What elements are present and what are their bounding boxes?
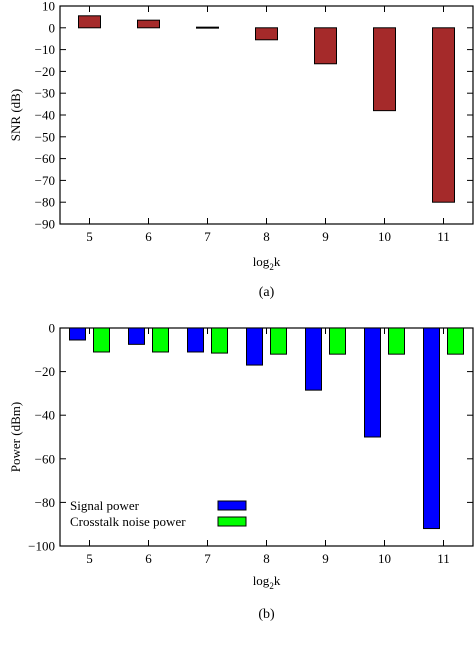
bar-crosstalk-noise-power-5 — [93, 327, 110, 353]
bar-crosstalk-noise-power-6 — [152, 327, 169, 353]
y-tick-label: −10 — [35, 42, 55, 57]
x-axis-label: log2k — [253, 254, 281, 272]
y-tick-label: 0 — [49, 20, 56, 35]
legend-label-signal-power: Signal power — [70, 498, 140, 513]
x-axis-label-variable: k — [274, 573, 281, 588]
y-tick-label: −100 — [28, 539, 55, 554]
x-tick-label: 10 — [378, 551, 391, 566]
legend: Signal power Crosstalk noise power — [70, 498, 247, 529]
x-tick-label: 5 — [86, 551, 93, 566]
x-axis-label-base: log — [253, 573, 270, 588]
x-tick-label: 8 — [263, 551, 270, 566]
y-tick-label: −80 — [35, 195, 55, 210]
x-axis-label-variable: k — [274, 254, 281, 269]
x-axis-ticks: 5 6 7 8 9 10 11 — [86, 6, 450, 244]
bar-signal-power-6 — [128, 327, 145, 345]
bar-11 — [432, 27, 455, 203]
panel-caption: (b) — [258, 607, 275, 622]
bar-crosstalk-noise-power-9 — [329, 327, 346, 355]
bar-signal-power-7 — [187, 327, 204, 353]
x-tick-label: 11 — [437, 551, 450, 566]
x-tick-label: 6 — [145, 551, 152, 566]
y-axis-ticks: 0 −20 −40 −60 −80 −100 — [28, 321, 473, 554]
y-axis-label: SNR (dB) — [8, 89, 23, 141]
y-tick-label: −60 — [35, 151, 55, 166]
x-tick-label: 10 — [378, 229, 391, 244]
y-tick-label: −30 — [35, 86, 55, 101]
bar-8 — [255, 27, 278, 41]
x-tick-label: 5 — [86, 229, 93, 244]
bar-signal-power-8 — [246, 327, 263, 366]
bar-crosstalk-noise-power-8 — [270, 327, 287, 355]
y-axis-ticks: 10 0 −10 −20 −30 −40 −50 −60 −70 −80 −90 — [35, 0, 473, 232]
x-tick-label: 7 — [204, 229, 211, 244]
bar-crosstalk-noise-power-7 — [211, 327, 228, 354]
y-tick-label: 0 — [49, 321, 56, 336]
y-tick-label: −90 — [35, 217, 55, 232]
bar-group — [69, 327, 464, 530]
y-tick-label: −40 — [35, 408, 55, 423]
y-tick-label: 10 — [42, 0, 55, 14]
y-tick-label: −50 — [35, 129, 55, 144]
bar-signal-power-5 — [69, 327, 86, 341]
x-axis-label-subscript: 2 — [269, 262, 274, 272]
x-tick-label: 6 — [145, 229, 152, 244]
legend-label-crosstalk-noise-power: Crosstalk noise power — [70, 514, 186, 529]
bar-crosstalk-noise-power-11 — [447, 327, 464, 355]
x-tick-label: 9 — [322, 551, 329, 566]
x-axis-ticks: 5 6 7 8 9 10 11 — [86, 328, 450, 566]
x-tick-label: 11 — [437, 229, 450, 244]
bar-10 — [373, 27, 396, 112]
x-tick-label: 8 — [263, 229, 270, 244]
legend-swatch-crosstalk-noise-power — [217, 516, 247, 527]
bar-6 — [137, 19, 160, 29]
bar-7 — [196, 26, 219, 29]
bar-5 — [78, 15, 101, 29]
panel-caption: (a) — [259, 285, 275, 300]
bar-signal-power-9 — [305, 327, 322, 391]
x-axis-label-subscript: 2 — [269, 581, 274, 591]
y-axis-label: Power (dBm) — [8, 402, 23, 472]
y-tick-label: −70 — [35, 173, 55, 188]
x-axis-label: log2k — [253, 573, 281, 591]
bar-group — [78, 15, 455, 203]
y-tick-label: −20 — [35, 64, 55, 79]
bar-9 — [314, 27, 337, 65]
x-tick-label: 9 — [322, 229, 329, 244]
y-tick-label: −40 — [35, 108, 55, 123]
power-chart: 0 −20 −40 −60 −80 −100 5 6 7 8 9 10 11 Signal power… — [8, 321, 474, 622]
bar-signal-power-11 — [423, 327, 440, 530]
bar-crosstalk-noise-power-10 — [388, 327, 405, 355]
y-tick-label: −80 — [35, 495, 55, 510]
snr-chart: 10 0 −10 −20 −30 −40 −50 −60 −70 −80 −90 5 6 7 8 9 10 11… — [8, 0, 474, 300]
y-tick-label: −60 — [35, 451, 55, 466]
bar-signal-power-10 — [364, 327, 381, 438]
y-tick-label: −20 — [35, 364, 55, 379]
x-tick-label: 7 — [204, 551, 211, 566]
legend-swatch-signal-power — [217, 500, 247, 511]
x-axis-label-base: log — [253, 254, 270, 269]
